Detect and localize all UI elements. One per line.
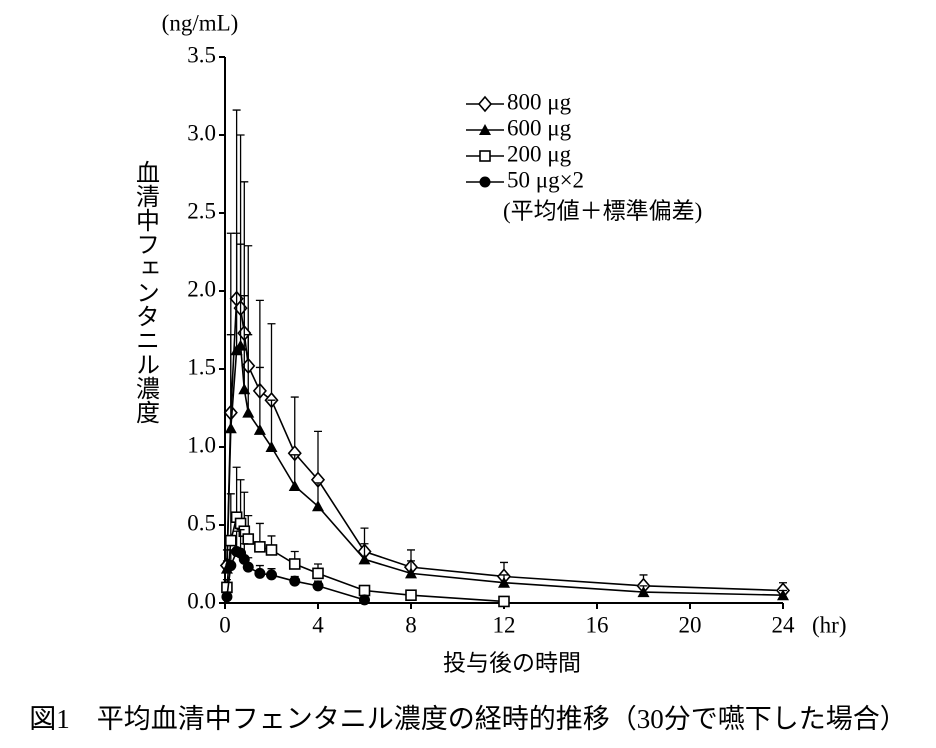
y-tick-label: 2.5 (187, 198, 216, 223)
error-bar (290, 396, 299, 454)
legend-note: (平均値＋標準偏差) (503, 198, 702, 223)
y-tick-label: 1.0 (187, 432, 216, 457)
legend-label: 800 μg (507, 89, 572, 114)
marker (254, 567, 266, 579)
y-tick-label: 0.0 (187, 588, 216, 613)
x-axis-label: 投与後の時間 (443, 650, 581, 675)
y-tick-label: 1.5 (187, 354, 216, 379)
marker (224, 422, 237, 434)
error-bar (267, 399, 276, 447)
marker (405, 567, 417, 579)
marker (777, 589, 789, 601)
marker (358, 584, 371, 597)
x-tick-label: 0 (219, 612, 231, 637)
y-unit: (ng/mL) (162, 10, 239, 35)
legend-label: 600 μg (507, 115, 572, 140)
error-bar (267, 323, 276, 401)
marker (221, 591, 233, 603)
marker (266, 569, 277, 581)
marker (242, 406, 255, 418)
error-bar (240, 295, 249, 390)
error-bar (236, 243, 245, 346)
marker (498, 595, 510, 608)
y-tick-label: 3.5 (187, 42, 216, 67)
error-bar (232, 466, 241, 518)
marker (359, 594, 370, 606)
legend-marker (479, 176, 491, 188)
marker (225, 534, 237, 547)
marker (265, 544, 278, 556)
y-tick-label: 0.5 (187, 510, 216, 535)
x-tick-label: 24 (772, 612, 796, 637)
marker (312, 580, 324, 592)
marker (242, 533, 255, 545)
legend-marker (479, 124, 491, 135)
x-tick-label: 4 (312, 612, 324, 637)
marker (288, 480, 301, 491)
x-tick-label: 8 (405, 612, 417, 637)
legend-marker (479, 150, 491, 162)
marker (238, 383, 251, 395)
marker (225, 560, 237, 572)
y-tick-label: 3.0 (187, 120, 216, 145)
marker (498, 576, 510, 588)
x-tick-label: 20 (679, 612, 702, 637)
x-tick-label: 16 (586, 612, 609, 637)
marker (242, 561, 254, 573)
marker (254, 541, 266, 553)
marker (358, 553, 371, 565)
x-tick-label: 12 (493, 612, 516, 637)
series-line (226, 298, 784, 592)
error-bar (255, 366, 264, 430)
marker (405, 589, 417, 602)
marker (637, 586, 650, 598)
y-tick-label: 2.0 (187, 276, 216, 301)
error-bar (226, 334, 235, 429)
marker (312, 567, 324, 580)
marker (289, 575, 301, 587)
legend-label: 200 μg (507, 141, 572, 166)
error-bar (232, 232, 241, 351)
legend-label: 50 μg×2 (507, 167, 584, 192)
marker (312, 500, 324, 512)
marker (265, 441, 278, 452)
error-bar (226, 493, 235, 541)
marker (253, 423, 266, 435)
x-unit: (hr) (812, 612, 846, 637)
caption: 図1 平均血清中フェンタニル濃度の経時的推移（30分で嚥下した場合） (29, 704, 907, 734)
y-axis-label: 血清中フェンタニル濃度 (131, 160, 159, 424)
legend-marker (477, 95, 493, 113)
error-bar (244, 334, 253, 413)
marker (234, 339, 247, 351)
marker (288, 558, 301, 570)
